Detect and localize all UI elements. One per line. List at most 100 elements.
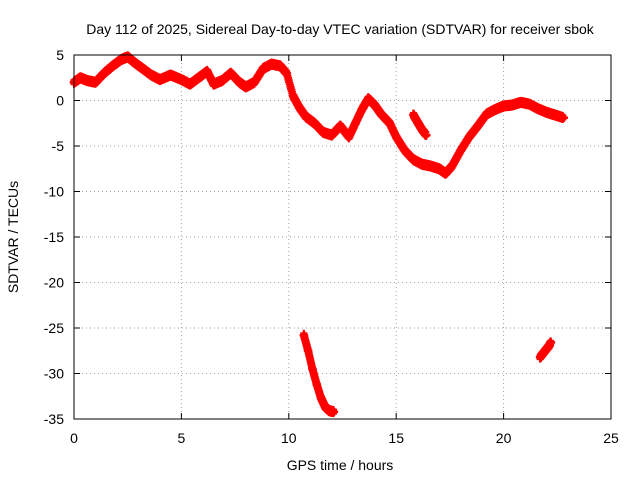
x-tick-label: 0 (70, 430, 78, 446)
data-point (351, 119, 360, 128)
data-point (138, 64, 147, 73)
data-point (426, 161, 435, 171)
data-point (357, 105, 367, 114)
data-point (464, 132, 474, 142)
data-point (376, 109, 386, 119)
y-tick-label: -35 (44, 411, 64, 427)
data-point (312, 380, 321, 389)
y-tick-label: -30 (44, 366, 64, 382)
series-segment-22h (535, 337, 556, 363)
data-point (241, 82, 251, 92)
data-point (327, 130, 337, 140)
data-point (550, 110, 560, 120)
data-point (540, 347, 549, 356)
data-point (400, 146, 410, 155)
data-point (226, 68, 236, 78)
data-point (409, 155, 418, 164)
data-point (456, 146, 465, 155)
data-point (129, 58, 139, 67)
x-tick-label: 20 (496, 430, 512, 446)
data-point (482, 109, 491, 119)
data-point (490, 105, 500, 114)
x-tick-label: 5 (178, 430, 186, 446)
data-point (409, 110, 418, 120)
y-tick-label: -20 (44, 275, 64, 291)
data-point (177, 75, 186, 84)
data-point (321, 402, 330, 412)
data-point (533, 104, 543, 113)
data-point (413, 118, 422, 127)
data-point (209, 79, 218, 89)
data-point (275, 61, 285, 71)
data-marks (69, 51, 568, 418)
data-point (303, 346, 313, 355)
data-point (336, 121, 345, 131)
data-point (258, 64, 268, 73)
plot-frame (73, 54, 612, 420)
data-point (316, 393, 326, 403)
data-point (525, 99, 534, 109)
data-point (91, 78, 100, 87)
data-point (473, 121, 483, 131)
grid-layer (74, 55, 611, 419)
data-point (99, 68, 109, 78)
data-point (288, 91, 298, 101)
data-point (499, 101, 508, 111)
tick-labels: 0 5 10 15 20 25 5 0 -5 -10 -15 -20 -25 -30 -35 (44, 47, 619, 446)
data-point (516, 98, 526, 107)
series-segment-15h (409, 109, 431, 141)
data-point (282, 68, 291, 78)
series-main-track (69, 51, 568, 179)
x-tick-label: 15 (388, 430, 404, 446)
data-point (117, 55, 126, 64)
data-point (559, 113, 568, 123)
data-point (299, 331, 309, 340)
data-point (194, 73, 203, 82)
data-point (422, 130, 431, 140)
x-axis-label: GPS time / hours (287, 457, 394, 473)
data-point (76, 73, 85, 82)
data-point (267, 59, 276, 69)
series-segment-12h (299, 329, 339, 418)
data-point (417, 125, 427, 134)
data-point (507, 100, 517, 110)
data-point (301, 112, 311, 122)
data-point (385, 119, 395, 128)
chart-title: Day 112 of 2025, Sidereal Day-to-day VTE… (86, 21, 595, 37)
data-point (344, 132, 354, 142)
data-point (295, 103, 304, 113)
data-point (185, 79, 195, 89)
x-tick-label: 10 (281, 430, 297, 446)
data-point (329, 407, 339, 416)
data-point (364, 94, 373, 103)
y-tick-label: 5 (56, 47, 64, 63)
data-point (434, 164, 444, 173)
data-point (441, 169, 450, 178)
data-point (308, 364, 317, 374)
data-point (250, 78, 259, 87)
y-tick-label: -25 (44, 320, 64, 336)
y-axis-label: SDTVAR / TECUs (5, 181, 21, 293)
data-point (370, 100, 379, 110)
data-point (310, 119, 319, 128)
data-point (535, 352, 545, 362)
data-point (166, 70, 175, 80)
y-tick-label: 0 (56, 93, 64, 109)
data-point (82, 76, 92, 85)
data-point (318, 128, 328, 137)
data-point (417, 159, 427, 169)
data-point (147, 70, 156, 80)
data-point (447, 161, 457, 171)
data-point (546, 338, 556, 347)
data-point (155, 75, 165, 84)
data-point (217, 76, 227, 85)
data-point (108, 61, 117, 71)
x-tick-label: 25 (603, 430, 619, 446)
y-tick-label: -10 (44, 184, 64, 200)
y-tick-label: -5 (52, 138, 65, 154)
y-tick-label: -15 (44, 229, 64, 245)
data-point (542, 108, 551, 117)
data-point (235, 78, 244, 87)
data-point (202, 67, 212, 76)
